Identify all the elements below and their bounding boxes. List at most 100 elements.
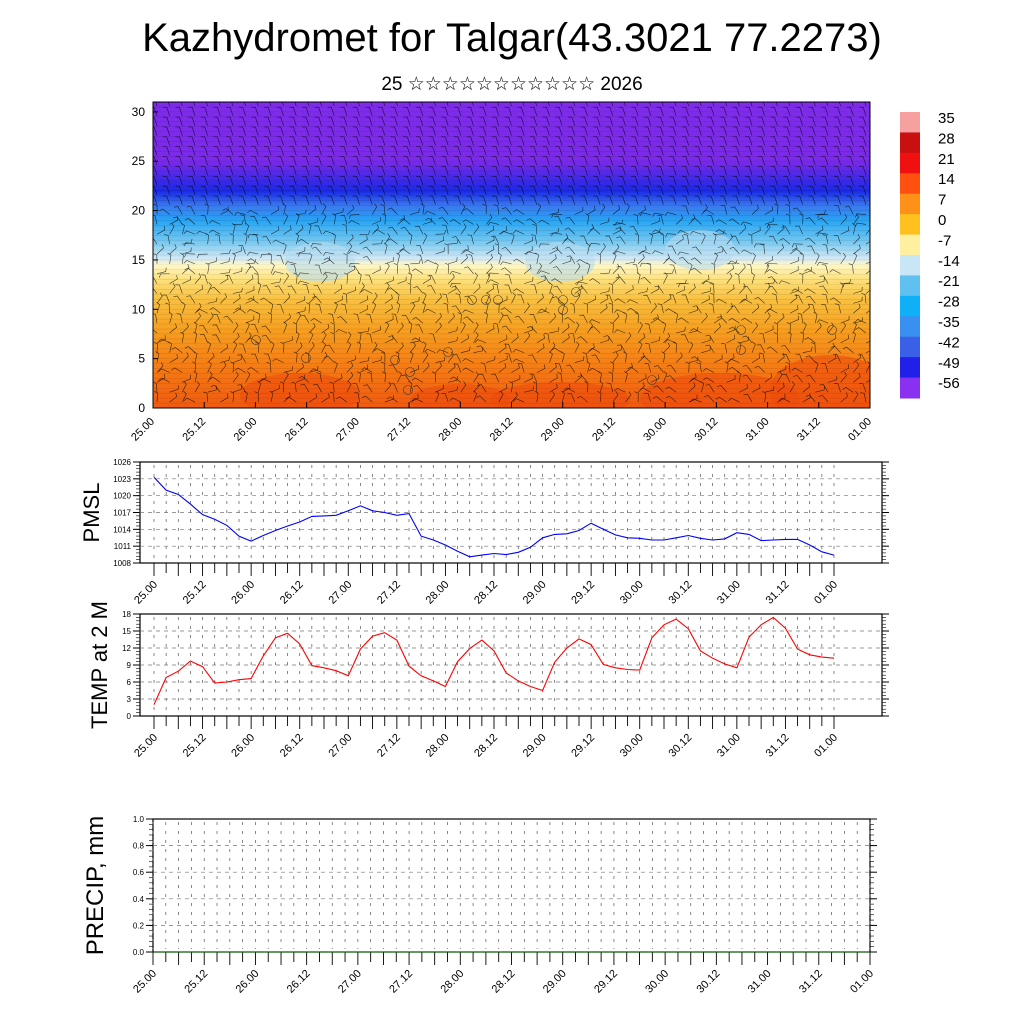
wind-barb [814,361,819,373]
wind-barb [200,195,208,205]
wind-barb [716,385,727,393]
y-tick-label: 0.8 [133,842,145,851]
wind-barb [238,156,246,166]
wind-barb [795,225,803,235]
wind-barb [491,106,500,116]
wind-barb [736,371,741,383]
wind-barb [859,185,867,195]
wind-barb [501,217,512,225]
wind-barb [428,116,436,126]
wind-barb [719,195,728,205]
wind-barb [514,315,525,324]
wind-barb [298,375,310,383]
wind-barb [639,387,651,393]
wind-barb [156,292,163,304]
wind-barb [719,175,728,186]
wind-barb [608,371,614,383]
wind-barb [339,195,348,205]
calm-wind-marker [467,295,477,305]
wind-barb [759,332,766,343]
wind-barb [728,260,740,265]
wind-barb [517,294,525,304]
wind-barb [631,166,639,176]
wind-barb [739,384,748,393]
wind-barb [171,367,183,373]
wind-barb [808,136,816,146]
wind-barb [203,391,208,403]
wind-barb [314,116,322,126]
wind-barb [446,102,449,107]
wind-barb [593,116,601,126]
y-tick-label: 1020 [113,492,131,501]
calm-wind-marker [403,385,413,395]
colorbar-swatch [900,377,920,399]
wind-barb [681,146,690,156]
wind-barb [422,274,431,284]
wind-barb [245,332,252,344]
wind-barb [542,146,550,156]
wind-barb [158,338,170,344]
wind-barb [677,251,689,256]
x-tick-label: 29.00 [521,732,549,760]
wind-barb [188,126,196,136]
wind-barb [173,216,183,225]
wind-barb [448,336,458,344]
wind-barb [251,116,259,126]
wind-barb [524,276,534,284]
wind-barb [536,343,545,353]
wind-barb [691,356,702,363]
wind-barb [220,293,227,304]
wind-barb [153,116,158,126]
wind-barb [795,175,803,186]
wind-barb [549,312,557,324]
wind-barb [669,185,677,195]
wind-barb [321,351,328,363]
wind-barb [815,322,822,334]
wind-barb [726,272,733,284]
wind-barb [264,106,272,116]
y-tick-label: 1023 [113,475,131,484]
wind-barb [788,102,791,107]
x-tick-label: 27.12 [385,416,413,444]
wind-barb [276,116,284,126]
wind-barb [270,205,279,215]
wind-barb [487,279,499,284]
wind-barb [260,297,272,304]
wind-barb [529,156,538,166]
wind-barb [377,136,386,146]
wind-barb [707,166,715,176]
wind-barb [403,175,411,186]
wind-barb [475,395,487,403]
wind-barb [724,361,729,373]
wind-barb [462,358,474,363]
wind-barb [513,219,525,225]
wind-barb [680,334,690,343]
wind-barb [396,252,400,264]
wind-barb [834,303,841,314]
wind-barb [526,326,538,334]
wind-barb [407,282,412,294]
wind-barb [453,106,462,116]
wind-barb [264,353,272,363]
wind-barb [382,213,387,225]
colorbar-label: -28 [938,294,960,311]
wind-barb [377,156,386,166]
wind-barb [449,397,461,403]
wind-barb [322,230,335,235]
wind-barb [650,217,660,225]
calm-wind-marker [301,353,311,363]
wind-barb [193,331,198,343]
wind-barb [732,106,740,116]
wind-barb [792,248,803,255]
wind-barb [381,371,386,383]
wind-barb [719,106,728,116]
x-tick-label: 31.12 [797,968,825,996]
wind-barb [656,166,664,176]
wind-barb [846,136,854,146]
wind-barb [580,166,588,176]
calm-wind-marker [251,335,261,345]
wind-barb [153,203,158,215]
wind-barb [605,156,614,166]
wind-barb [728,326,740,334]
